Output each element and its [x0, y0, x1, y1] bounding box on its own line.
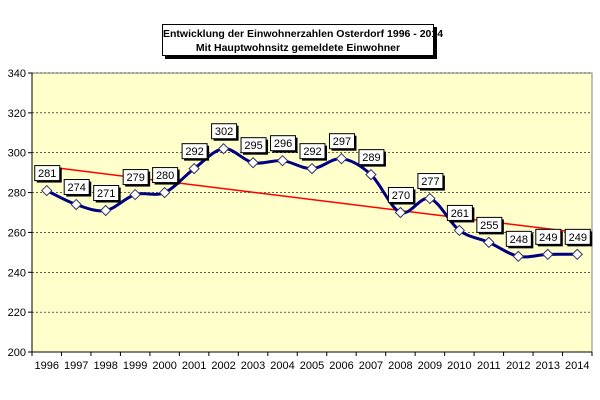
data-label: 302: [215, 126, 233, 138]
y-tick-label: 220: [8, 307, 26, 319]
x-tick-label: 2003: [241, 360, 265, 372]
data-label: 281: [38, 168, 56, 180]
data-label-box: [270, 135, 297, 152]
x-tick-label: 1998: [93, 360, 117, 372]
data-point: [512, 250, 525, 263]
x-tick-label: 2001: [182, 360, 206, 372]
data-label-box: [417, 173, 444, 190]
data-point: [129, 188, 141, 201]
plot-area: [31, 72, 593, 353]
x-tick-label: 2006: [329, 360, 353, 372]
x-tick-label: 2014: [565, 360, 589, 372]
data-point: [571, 248, 583, 261]
data-point: [306, 162, 318, 175]
y-tick-label: 280: [8, 188, 26, 200]
data-label: 277: [421, 176, 439, 188]
data-label-box: [328, 133, 355, 150]
y-tick-label: 320: [8, 108, 26, 120]
x-tick-label: 2007: [359, 360, 383, 372]
data-label: 249: [569, 232, 587, 244]
data-point: [70, 198, 82, 211]
data-label-box: [34, 165, 61, 182]
y-tick-label: 200: [8, 347, 26, 359]
data-label-box: [476, 216, 503, 233]
data-label-box: [299, 143, 326, 160]
data-point: [365, 168, 377, 181]
data-label-box: [358, 149, 385, 166]
data-label: 280: [156, 170, 174, 182]
data-point: [41, 184, 53, 197]
data-label: 295: [244, 140, 262, 152]
x-tick-label: 1997: [64, 360, 88, 372]
data-label-box: [152, 167, 179, 184]
x-tick-label: 2013: [536, 360, 560, 372]
data-label: 279: [126, 172, 144, 184]
data-label-box: [211, 123, 238, 140]
data-label: 270: [392, 190, 410, 202]
chart-title: Entwicklung der Einwohnerzahlen Osterdor…: [163, 28, 444, 40]
data-point: [335, 152, 348, 165]
data-label: 261: [451, 208, 469, 220]
data-label-box: [240, 137, 267, 154]
data-label-box: [122, 169, 149, 186]
data-label: 292: [185, 146, 203, 158]
data-label: 292: [303, 146, 321, 158]
y-tick-label: 260: [8, 227, 26, 239]
data-label: 274: [68, 182, 86, 194]
x-tick-label: 2010: [447, 360, 471, 372]
y-tick-label: 240: [8, 267, 26, 279]
data-point: [99, 204, 112, 217]
data-point: [453, 224, 466, 237]
x-tick-label: 2008: [388, 360, 412, 372]
chart-title-box: Entwicklung der Einwohnerzahlen Osterdor…: [162, 24, 444, 56]
data-label-box: [181, 143, 208, 160]
x-tick-label: 2012: [506, 360, 530, 372]
data-label-box: [564, 228, 591, 245]
data-point: [542, 248, 554, 261]
data-point: [394, 206, 407, 219]
data-label: 289: [362, 152, 380, 164]
data-label-box: [93, 185, 120, 202]
data-label-box: [535, 228, 562, 245]
data-label: 297: [333, 136, 351, 148]
data-point: [188, 162, 200, 175]
x-tick-label: 2004: [270, 360, 294, 372]
data-label: 271: [97, 188, 115, 200]
data-point: [276, 154, 289, 167]
data-point: [483, 236, 495, 249]
chart-subtitle: Mit Hauptwohnsitz gemeldete Einwohner: [195, 42, 401, 54]
data-label-box: [505, 230, 532, 247]
x-tick-label: 1996: [34, 360, 58, 372]
x-tick-label: 2000: [152, 360, 176, 372]
x-tick-label: 1999: [123, 360, 147, 372]
data-label: 248: [510, 234, 528, 246]
x-tick-label: 2009: [418, 360, 442, 372]
data-label-box: [446, 204, 473, 221]
data-point: [158, 186, 171, 199]
x-tick-label: 2005: [300, 360, 324, 372]
data-point: [217, 143, 230, 155]
data-label: 249: [539, 232, 557, 244]
data-label-box: [387, 187, 414, 203]
data-label-box: [63, 179, 90, 196]
data-label: 296: [274, 138, 292, 150]
x-tick-label: 2011: [477, 360, 501, 372]
data-point: [424, 192, 436, 205]
x-tick-label: 2002: [211, 360, 235, 372]
data-label: 255: [480, 220, 498, 232]
y-tick-label: 340: [8, 68, 26, 80]
y-tick-label: 300: [8, 148, 26, 160]
data-point: [247, 156, 259, 169]
